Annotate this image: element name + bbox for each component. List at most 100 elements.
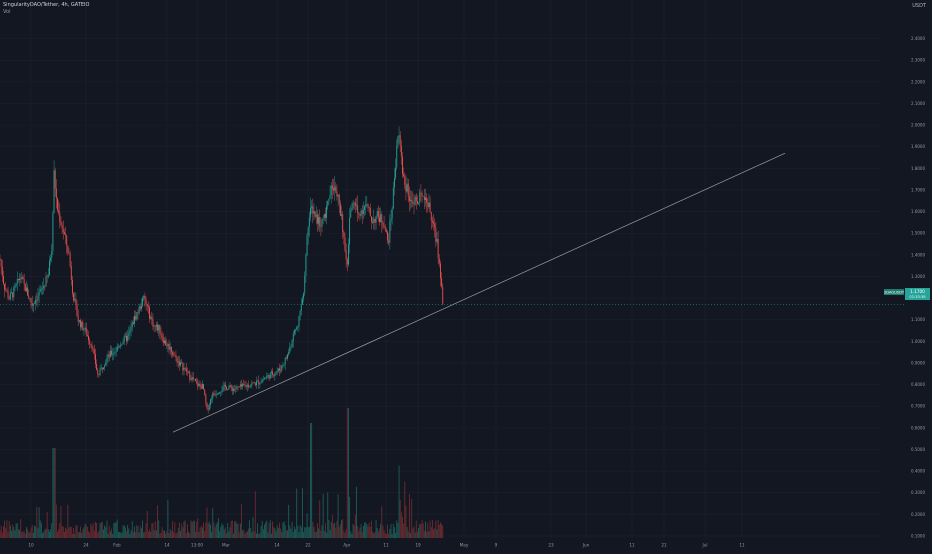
volume-bar [42,533,43,538]
candle-body [406,185,407,191]
volume-bar [366,524,367,538]
candle-body [100,368,101,374]
volume-bar [434,528,435,538]
candle-body [56,189,57,199]
volume-bar [161,533,162,538]
volume-bar [403,524,404,538]
candle-body [43,286,44,289]
y-tick-label: 0.8000 [911,382,925,387]
candle-body [425,198,426,201]
volume-bar [12,524,13,538]
volume-bar [209,522,210,538]
candle-body [276,372,277,374]
candle-body [171,347,172,352]
volume-bar [225,527,226,538]
candle-body [414,204,415,205]
volume-bar [404,481,405,538]
x-tick-label: 23 [548,543,554,548]
candle-body [32,303,33,306]
candle-body [236,386,237,388]
volume-bar [224,529,225,538]
volume-bar [308,527,309,538]
volume-bar [123,526,124,538]
volume-bar [6,520,7,538]
candle-body [51,251,52,258]
candle-body [351,208,352,211]
x-tick-label: 21 [661,543,667,548]
candle-body [253,383,254,384]
candle-body [372,222,373,223]
candle-body [319,217,320,226]
candle-body [441,278,442,286]
volume-bar [166,532,167,538]
candle-body [178,362,179,363]
candle-body [187,372,188,373]
volume-bar [192,522,193,538]
candle-body [305,255,306,276]
candle-body [235,389,236,390]
volume-bar [314,527,315,538]
volume-bar [85,524,86,538]
candle-body [146,300,147,305]
volume-bar [299,532,300,538]
candle-body [419,193,420,203]
candle-body [20,279,21,280]
volume-bar [424,531,425,538]
candle-body [400,135,401,145]
candle-body [364,206,365,210]
volume-bar [343,531,344,538]
volume-bar [265,522,266,538]
last-price-value: 1.1700 [910,289,925,294]
candle-body [209,405,210,410]
volume-bar [92,526,93,538]
candle-body [297,326,298,327]
candle-body [140,306,141,309]
volume-bar [10,526,11,538]
volume-bar [124,525,125,538]
candle-body [121,344,122,345]
candle-body [415,197,416,205]
volume-bar [226,533,227,538]
candle-body [166,345,167,346]
candle-body [167,344,168,346]
volume-bar [190,520,191,538]
volume-bar [279,523,280,538]
y-tick-label: 1.9000 [911,144,925,149]
volume-bar [273,527,274,538]
candle-body [310,208,311,218]
volume-bar [59,523,60,538]
volume-bar [427,523,428,538]
volume-bar [312,522,313,538]
volume-bar [238,524,239,538]
volume-bar [429,531,430,538]
volume-bar [417,532,418,538]
candle-body [328,199,329,201]
candle-body [201,386,202,389]
volume-bar [20,519,21,538]
candle-body [199,384,200,386]
volume-bar [363,526,364,538]
candle-body [195,379,196,381]
volume-bar [219,531,220,538]
volume-bar [176,534,177,538]
volume-bar [86,525,87,538]
candle-body [322,219,323,226]
candle-body [357,205,358,212]
candle-body [338,195,339,197]
candle-body [395,167,396,178]
candle-body [320,226,321,227]
candle-body [67,246,68,253]
candle-body [172,352,173,354]
candle-body [72,280,73,293]
volume-bar [201,526,202,538]
volume-bar [108,534,109,538]
candle-body [155,326,156,327]
candle-body [330,195,331,199]
y-tick-label: 0.4000 [911,469,925,474]
candle-body [249,387,250,388]
volume-bar [423,524,424,538]
volume-bar [172,521,173,538]
volume-bar [345,533,346,538]
